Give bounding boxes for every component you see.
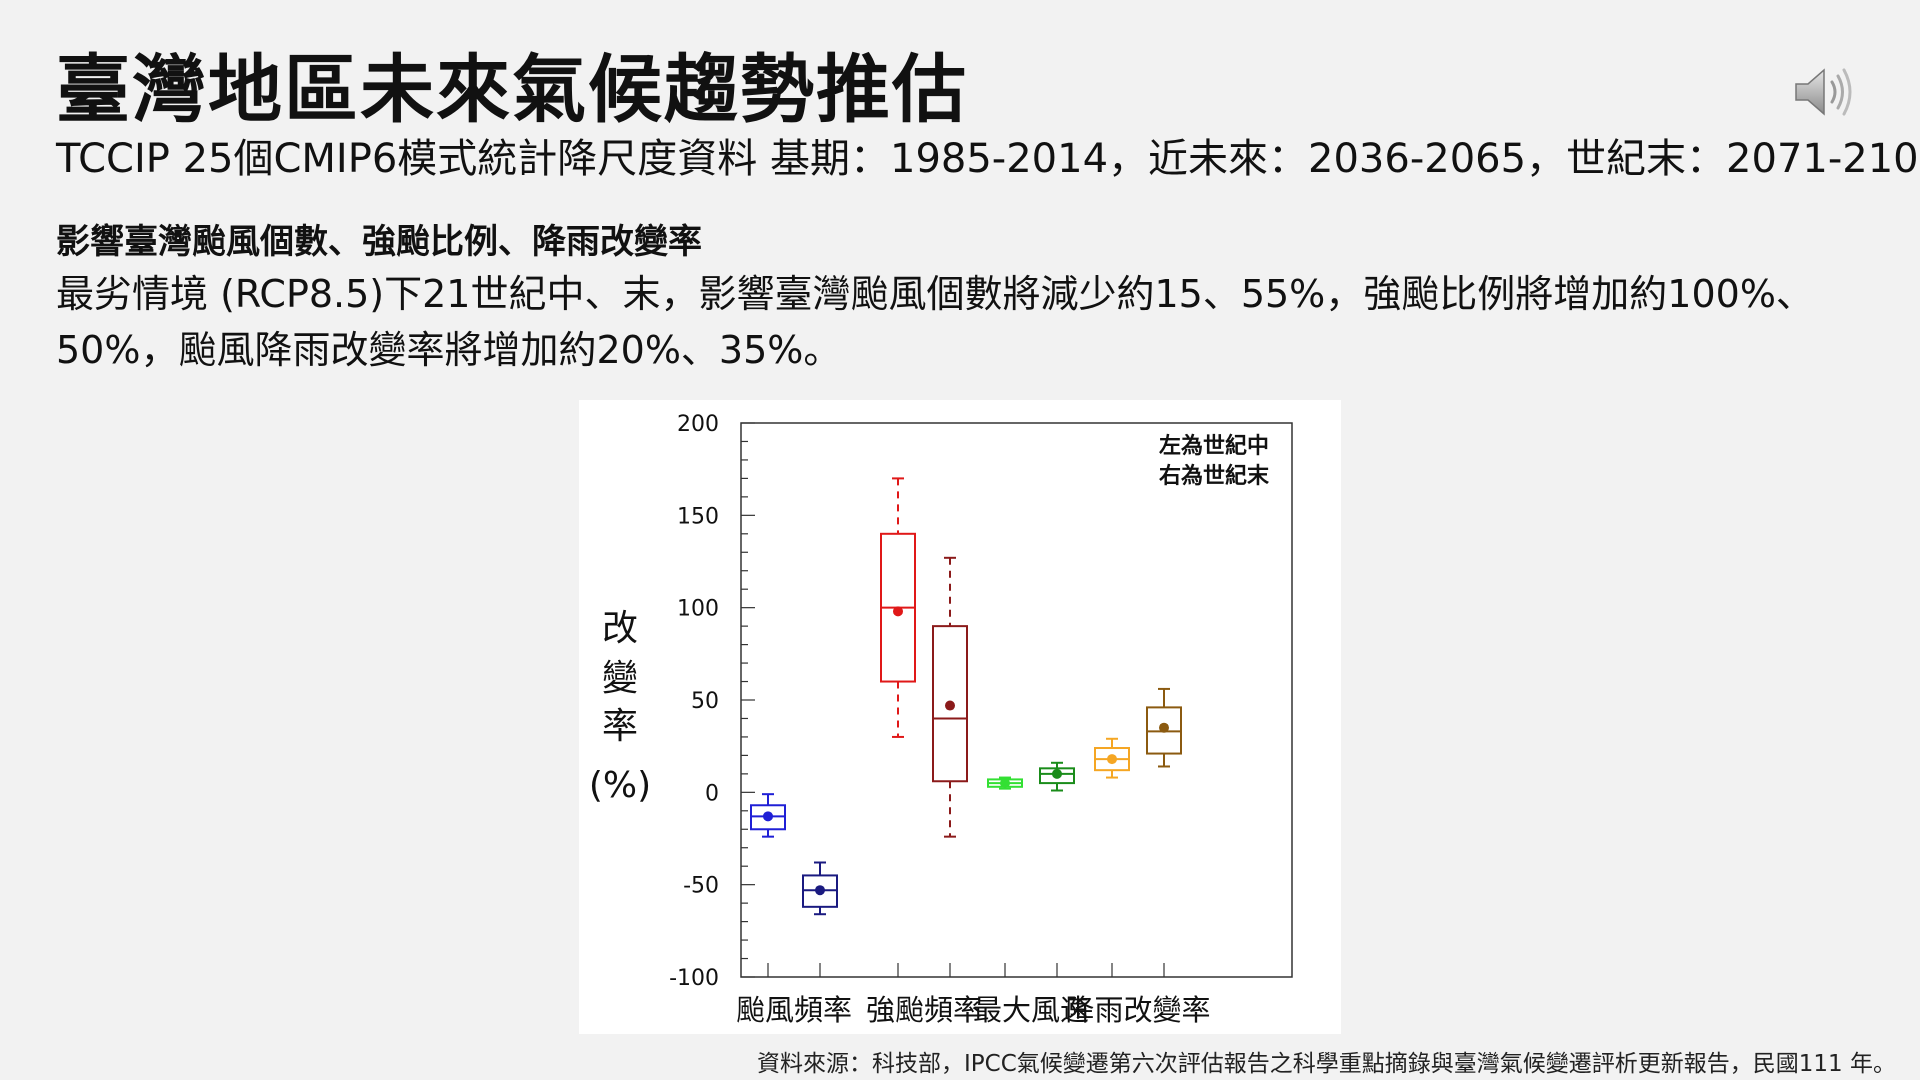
y-tick-label: 50 xyxy=(691,689,719,714)
y-tick-label: -50 xyxy=(683,874,719,899)
y-axis-label-char: (%) xyxy=(589,765,651,806)
page-subtitle: TCCIP 25個CMIP6模式統計降尺度資料 基期：1985-2014，近未來… xyxy=(56,136,1920,182)
box-2-mid xyxy=(987,776,1023,790)
box-3-mid xyxy=(1094,737,1130,779)
box-3-end xyxy=(1146,687,1182,768)
box-mean-dot xyxy=(893,606,903,617)
section-body: 最劣情境 (RCP8.5)下21世紀中、末，影響臺灣颱風個數將減少約15、55%… xyxy=(56,272,1814,372)
y-axis-label-char: 率 xyxy=(602,706,638,747)
x-category-label: 強颱頻率 xyxy=(866,993,982,1027)
section-heading: 影響臺灣颱風個數、強颱比例、降雨改變率 xyxy=(56,222,702,262)
y-axis-label-char: 改 xyxy=(602,608,638,649)
box-mean-dot xyxy=(945,700,955,711)
chart-boxes xyxy=(750,477,1182,916)
box-1-mid xyxy=(880,477,916,738)
y-axis-label: 改變率 (%) xyxy=(589,608,651,806)
legend-line: 右為世紀末 xyxy=(1159,463,1270,489)
box-mean-dot xyxy=(815,885,825,896)
box-mean-dot xyxy=(1159,722,1169,733)
y-tick-label: 0 xyxy=(705,781,719,806)
box-mean-dot xyxy=(1107,754,1117,765)
box-1-end xyxy=(932,556,968,838)
box-2-end xyxy=(1039,761,1075,792)
box-0-mid xyxy=(750,793,786,838)
y-tick-label: 200 xyxy=(677,412,719,437)
speaker-icon[interactable] xyxy=(1790,62,1860,122)
box-0-end xyxy=(802,861,838,916)
y-tick-label: 100 xyxy=(677,597,719,622)
y-tick-label: -100 xyxy=(669,966,719,991)
y-tick-label: 150 xyxy=(677,504,719,529)
y-axis-label-char: 變 xyxy=(602,658,638,699)
box-mean-dot xyxy=(763,811,773,822)
x-category-label: 最大風速 xyxy=(973,993,1089,1027)
legend-line: 左為世紀中 xyxy=(1159,433,1269,459)
boxplot-chart-panel: 改變率 (%) 200 150 100 50 0 -50 -100 左為世紀中右為世紀末 颱風… xyxy=(579,400,1341,1034)
page-title: 臺灣地區未來氣候趨勢推估 xyxy=(56,47,968,133)
box-mean-dot xyxy=(1052,768,1062,779)
x-category-label: 颱風頻率 xyxy=(736,993,852,1027)
x-category-label: 降雨改變率 xyxy=(1065,993,1210,1027)
box-mean-dot xyxy=(1000,778,1010,789)
chart-axes: 200 150 100 50 0 -50 -100 xyxy=(669,412,1293,991)
source-note: 資料來源：科技部，IPCC氣候變遷第六次評估報告之科學重點摘錄與臺灣氣候變遷評析… xyxy=(757,1051,1896,1077)
